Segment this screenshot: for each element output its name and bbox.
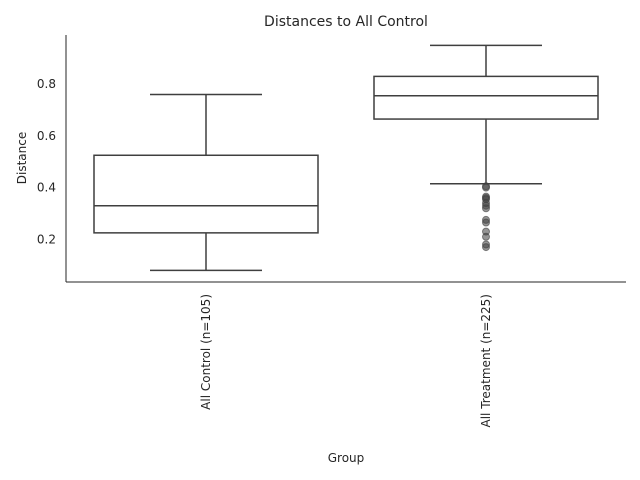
y-tick-label: 0.8: [37, 77, 56, 91]
outlier-point: [482, 204, 490, 213]
y-tick-label: 0.6: [37, 129, 56, 143]
chart-title: Distances to All Control: [264, 14, 428, 30]
box-iqr: [373, 75, 599, 120]
outlier-point: [482, 218, 490, 227]
y-tick-label: 0.4: [37, 181, 56, 195]
y-tick-label: 0.2: [37, 232, 56, 246]
outlier-point: [482, 243, 490, 252]
outlier-point: [482, 183, 490, 192]
box-group: [93, 93, 319, 272]
box-group: [373, 44, 599, 252]
x-tick-label: All Treatment (n=225): [479, 294, 493, 428]
x-axis-title: Group: [328, 451, 365, 465]
outlier-point: [482, 232, 490, 241]
boxes-layer: [93, 44, 599, 272]
box-iqr: [93, 154, 319, 234]
x-tick-label: All Control (n=105): [199, 294, 213, 410]
x-axis: All Control (n=105) All Treatment (n=225): [66, 281, 626, 428]
y-axis: 0.2 0.4 0.6 0.8: [37, 35, 67, 282]
y-axis-title: Distance: [15, 132, 29, 184]
